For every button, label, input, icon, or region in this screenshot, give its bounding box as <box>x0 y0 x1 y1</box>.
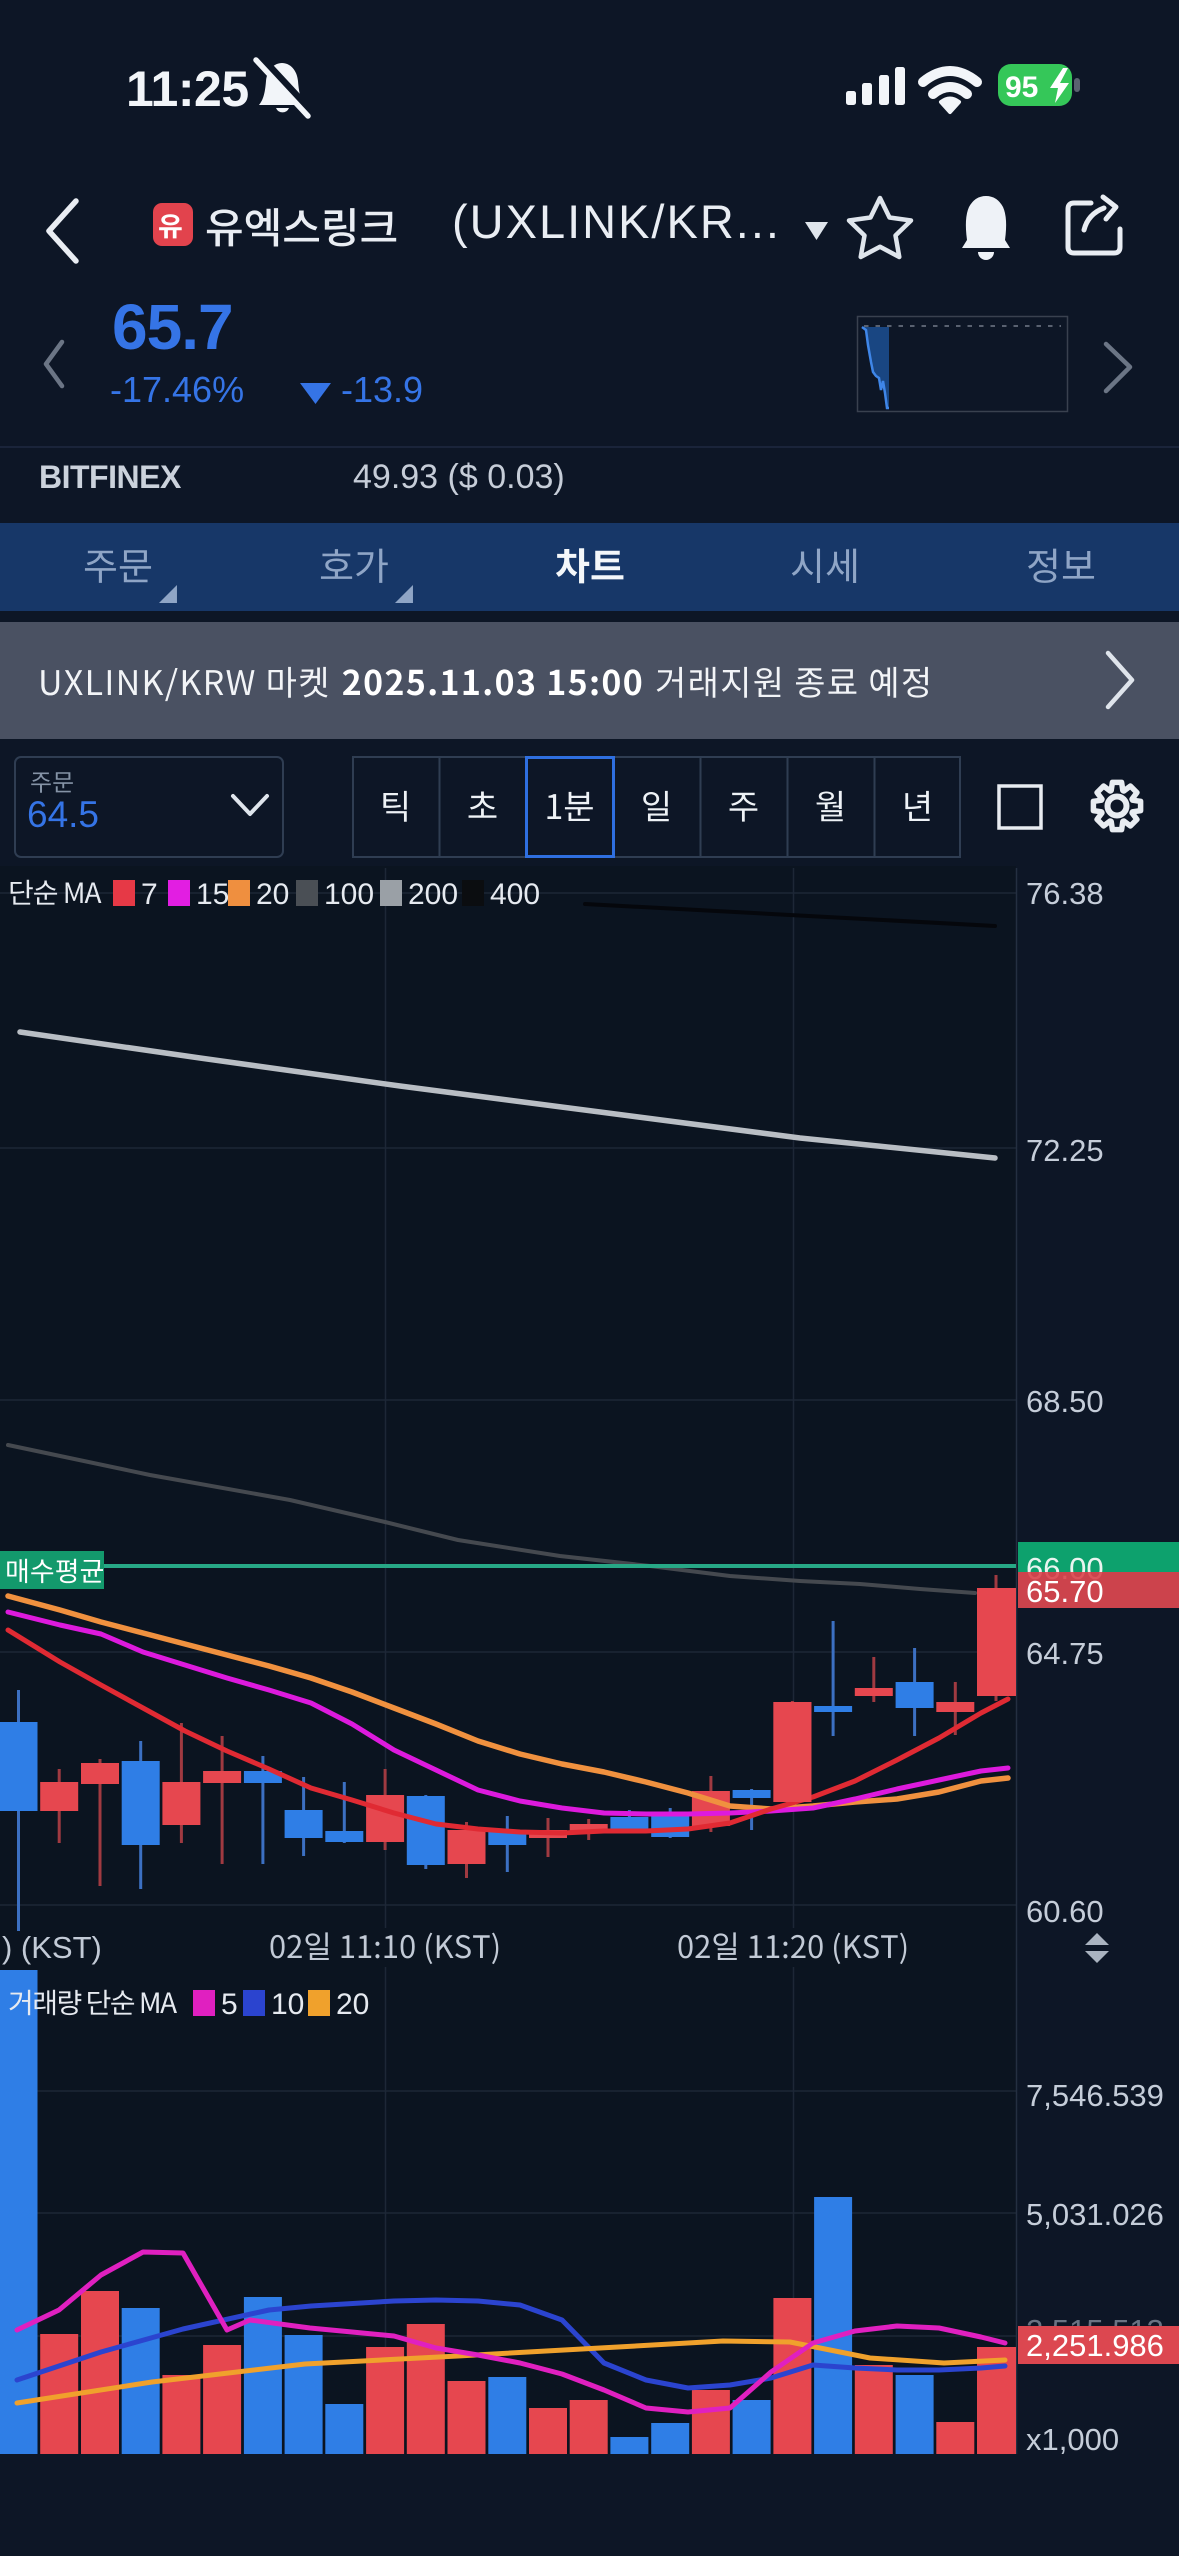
svg-text:400: 400 <box>490 878 540 911</box>
svg-text:5: 5 <box>221 1988 238 2021</box>
svg-text:76.38: 76.38 <box>1026 876 1104 911</box>
svg-text:64.75: 64.75 <box>1026 1636 1104 1671</box>
svg-text:100: 100 <box>324 878 374 911</box>
svg-text:10: 10 <box>271 1988 304 2021</box>
svg-text:) (KST): ) (KST) <box>2 1930 102 1965</box>
svg-text:7: 7 <box>141 878 158 911</box>
svg-text:68.50: 68.50 <box>1026 1384 1104 1419</box>
svg-text:5,031.026: 5,031.026 <box>1026 2197 1164 2232</box>
svg-text:7,546.539: 7,546.539 <box>1026 2078 1164 2113</box>
svg-text:72.25: 72.25 <box>1026 1133 1104 1168</box>
svg-text:200: 200 <box>408 878 458 911</box>
svg-text:x1,000: x1,000 <box>1026 2422 1119 2457</box>
svg-text:60.60: 60.60 <box>1026 1894 1104 1929</box>
svg-text:20: 20 <box>256 878 289 911</box>
svg-text:65.70: 65.70 <box>1026 1574 1104 1609</box>
svg-text:15: 15 <box>196 878 229 911</box>
svg-text:2,251.986: 2,251.986 <box>1026 2328 1164 2363</box>
svg-text:20: 20 <box>336 1988 369 2021</box>
